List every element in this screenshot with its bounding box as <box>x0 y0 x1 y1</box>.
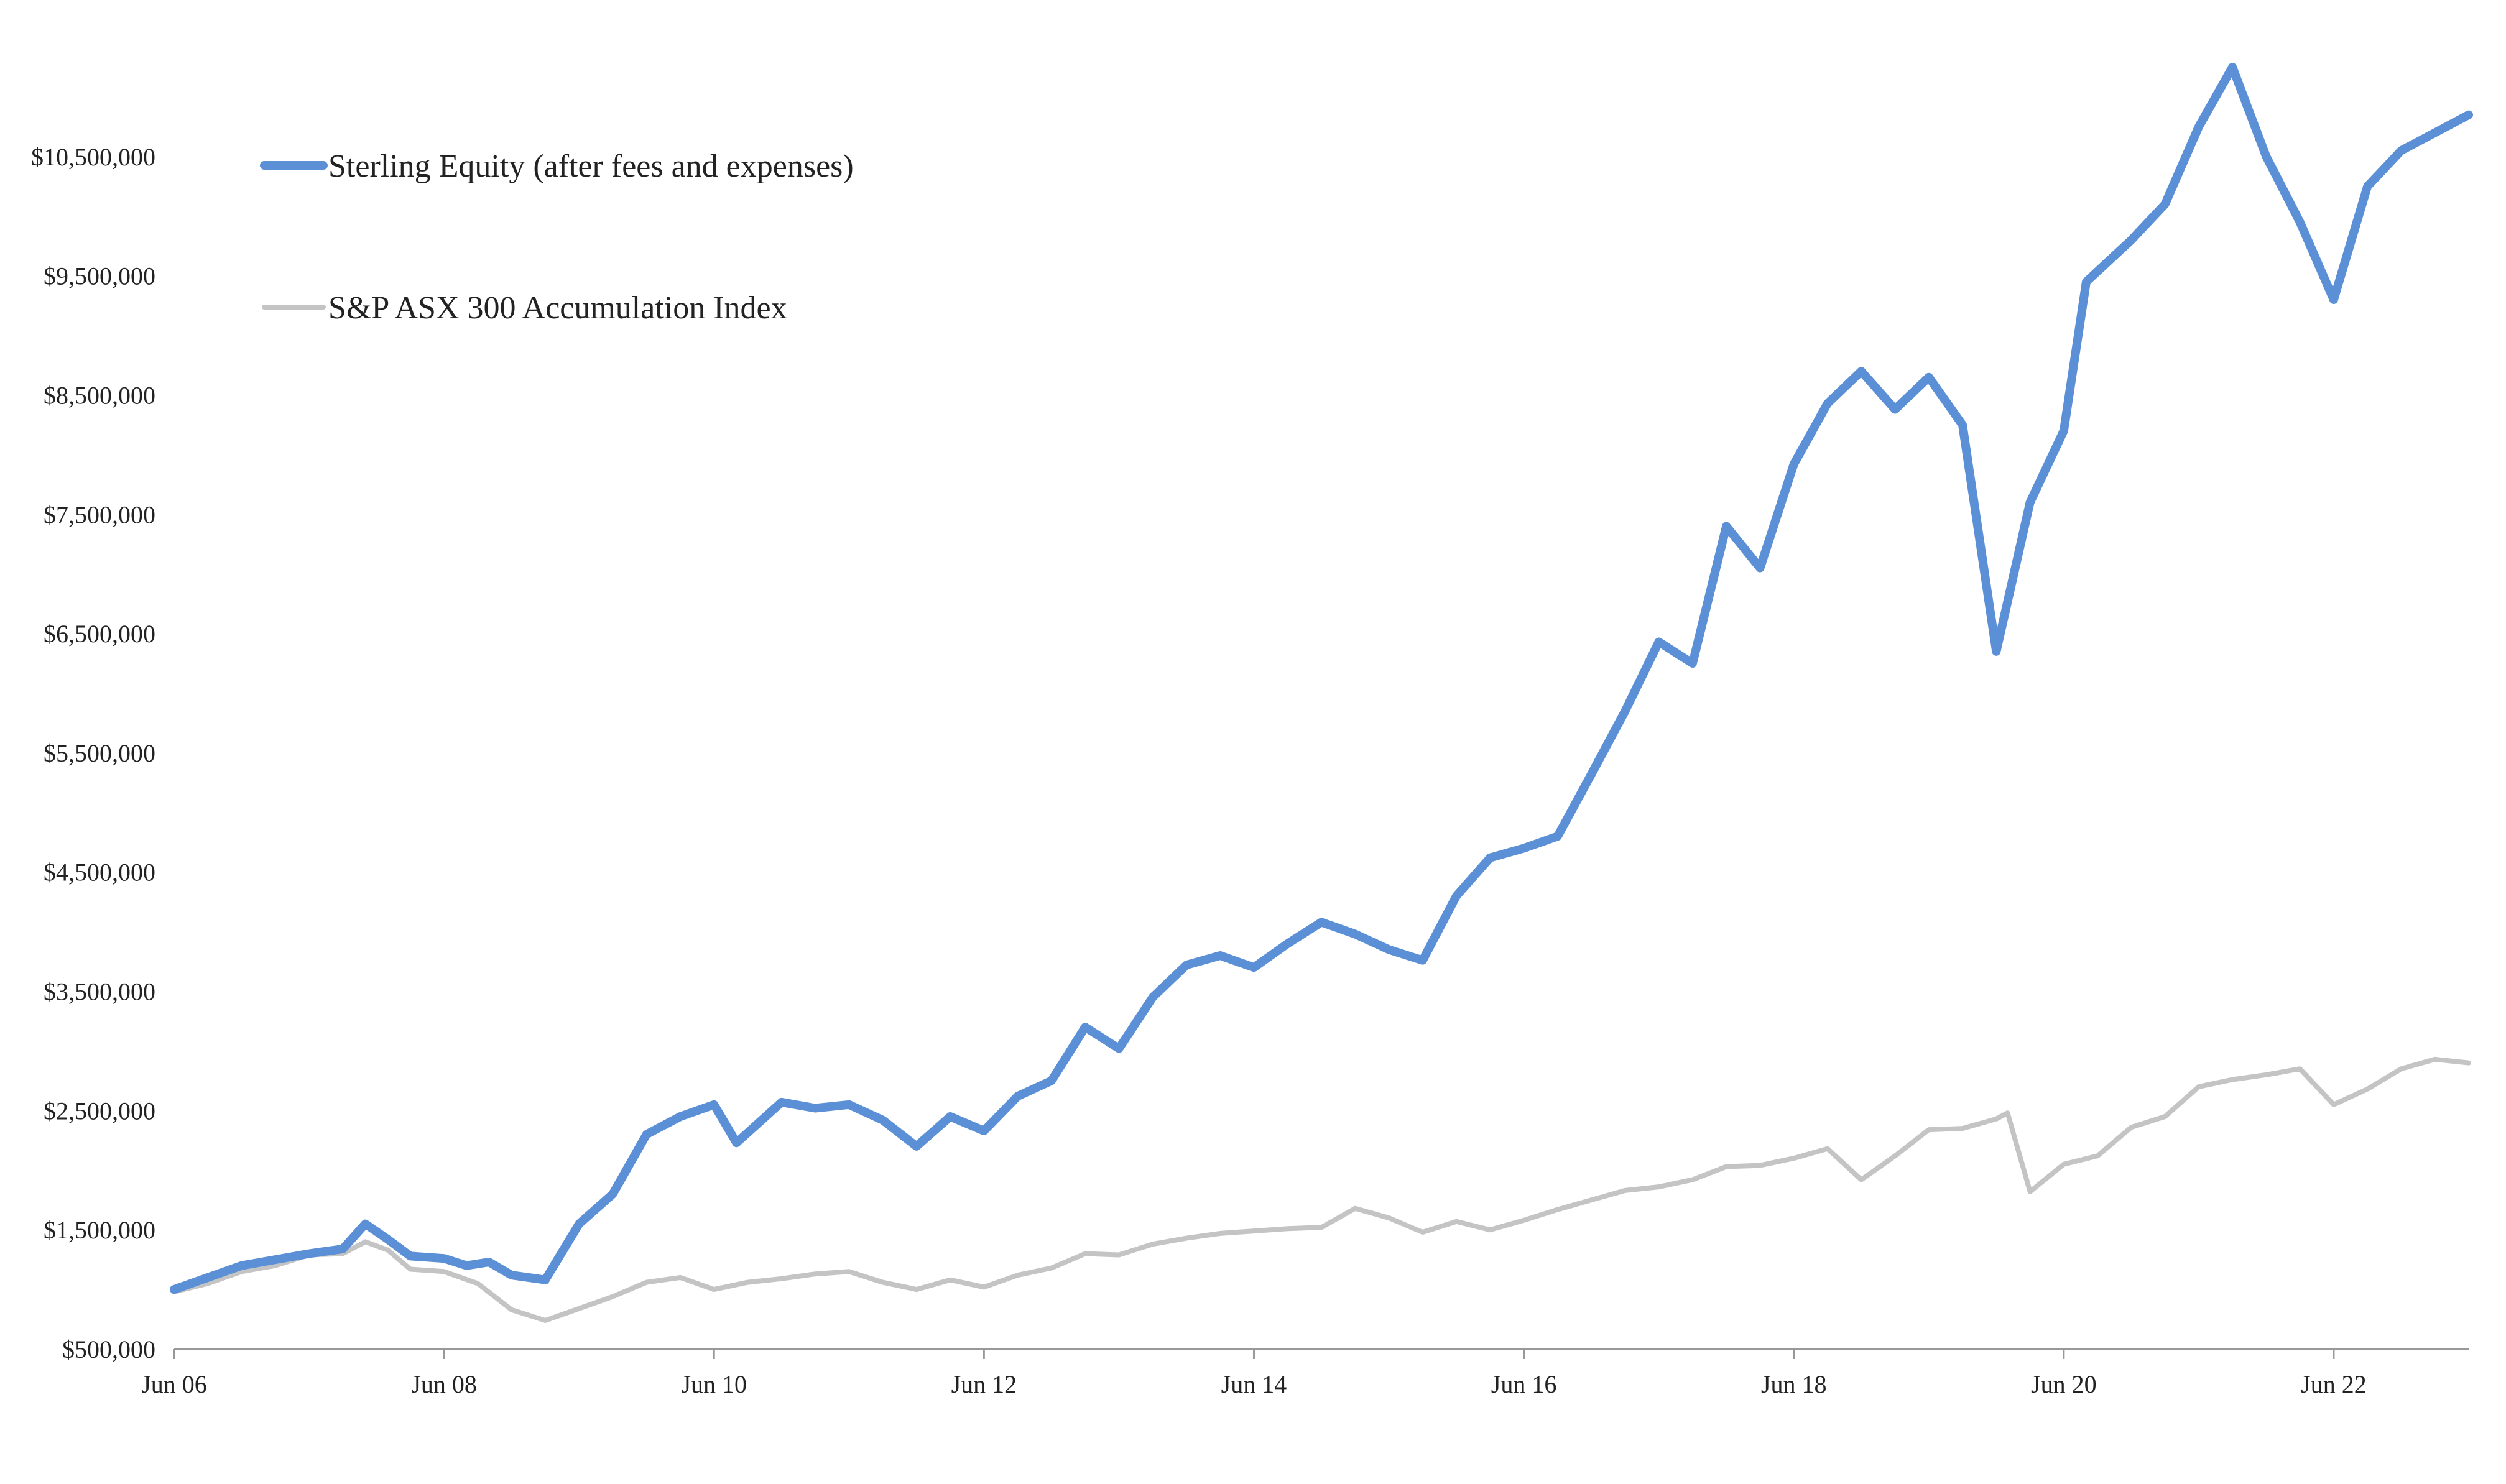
x-tick-label: Jun 20 <box>2031 1370 2097 1398</box>
y-tick-label: $3,500,000 <box>44 978 155 1006</box>
series-layer <box>170 63 2473 1323</box>
x-tick-label: Jun 16 <box>1491 1370 1557 1398</box>
x-tick-label: Jun 22 <box>2301 1370 2367 1398</box>
x-tick-label: Jun 12 <box>951 1370 1017 1398</box>
legend: Sterling Equity (after fees and expenses… <box>260 149 854 326</box>
x-tick-label: Jun 14 <box>1221 1370 1287 1398</box>
series-line-2 <box>172 1056 2471 1323</box>
y-tick-label: $6,500,000 <box>44 620 155 648</box>
y-tick-label: $9,500,000 <box>44 262 155 290</box>
y-tick-label: $7,500,000 <box>44 500 155 528</box>
y-tick-label: $4,500,000 <box>44 859 155 887</box>
chart-axes: $500,000 $1,500,000 $2,500,000 $3,500,000 $4… <box>31 143 2469 1398</box>
series-line-1 <box>170 63 2473 1294</box>
y-tick-label: $8,500,000 <box>44 381 155 409</box>
x-tick-label: Jun 18 <box>1761 1370 1827 1398</box>
x-tick-label: Jun 10 <box>681 1370 747 1398</box>
legend-label-2: S&P ASX 300 Accumulation Index <box>328 290 787 326</box>
y-tick-label: $2,500,000 <box>44 1097 155 1125</box>
legend-label-1: Sterling Equity (after fees and expenses… <box>328 149 854 184</box>
y-tick-label: $1,500,000 <box>44 1216 155 1244</box>
y-tick-label: $5,500,000 <box>44 739 155 767</box>
x-tick-label: Jun 08 <box>411 1370 477 1398</box>
y-tick-label: $10,500,000 <box>31 143 155 171</box>
x-tick-label: Jun 06 <box>141 1370 207 1398</box>
y-tick-label: $500,000 <box>62 1335 155 1363</box>
